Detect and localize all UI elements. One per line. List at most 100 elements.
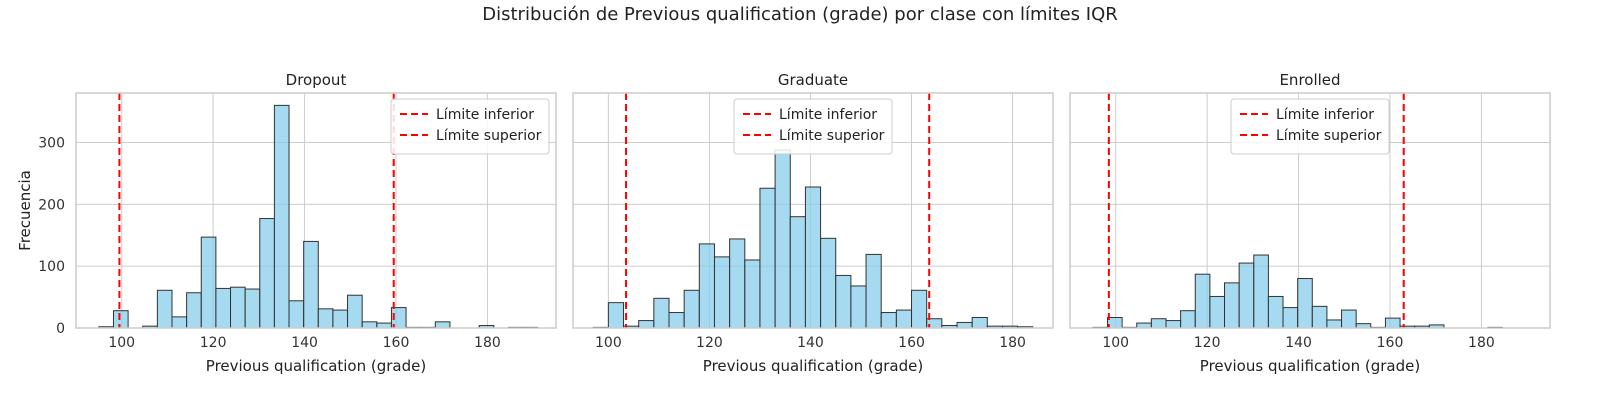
x-tick-label: 100 bbox=[595, 335, 622, 351]
histogram-bar bbox=[698, 243, 715, 329]
histogram-bar bbox=[607, 302, 625, 329]
figure-title: Distribución de Previous qualification (… bbox=[482, 4, 1118, 25]
histogram-bar bbox=[244, 288, 261, 329]
histogram-bar bbox=[956, 321, 973, 329]
x-tick-label: 160 bbox=[383, 335, 410, 351]
histogram-bar bbox=[230, 286, 246, 329]
histogram-bar bbox=[729, 238, 746, 329]
subplot-title: Graduate bbox=[778, 71, 848, 89]
x-tick-label: 140 bbox=[797, 335, 824, 351]
legend-label: Límite inferior bbox=[779, 107, 877, 123]
legend-box bbox=[1230, 98, 1390, 155]
x-tick-label: 180 bbox=[474, 335, 501, 351]
histogram-bar bbox=[759, 187, 776, 329]
histogram-bar bbox=[434, 321, 451, 329]
histogram-bar bbox=[332, 309, 349, 329]
histogram-bar bbox=[880, 312, 897, 329]
y-tick-label: 0 bbox=[56, 321, 65, 337]
histogram-bar bbox=[653, 297, 670, 329]
x-tick-label: 100 bbox=[108, 335, 135, 351]
histogram-bar bbox=[1341, 309, 1357, 329]
histogram-bar bbox=[1150, 318, 1167, 329]
x-tick-label: 160 bbox=[1377, 335, 1404, 351]
histogram-bar bbox=[186, 292, 202, 329]
histogram-bar bbox=[1238, 262, 1255, 329]
axes-frame bbox=[75, 92, 557, 329]
histogram-bar bbox=[895, 309, 913, 329]
x-tick-label: 120 bbox=[1194, 335, 1221, 351]
legend-label: Límite superior bbox=[436, 128, 542, 144]
axes-frame bbox=[572, 92, 1054, 329]
histogram-bar bbox=[259, 218, 275, 329]
subplot-title: Enrolled bbox=[1279, 71, 1340, 89]
legend-box bbox=[733, 98, 893, 155]
histogram-bar bbox=[1224, 282, 1240, 329]
histogram-bar bbox=[1209, 295, 1226, 329]
histogram-bar bbox=[774, 149, 791, 329]
legend-label: Límite superior bbox=[779, 128, 885, 144]
x-tick-label: 140 bbox=[1285, 335, 1312, 351]
x-tick-label: 140 bbox=[291, 335, 318, 351]
histogram-bar bbox=[865, 253, 882, 329]
histogram-bar bbox=[1165, 320, 1182, 329]
histogram-bar bbox=[971, 316, 988, 329]
x-axis-label: Previous qualification (grade) bbox=[703, 357, 923, 375]
histogram-bar bbox=[317, 308, 334, 329]
histogram-bar bbox=[1180, 310, 1196, 329]
x-tick-label: 160 bbox=[898, 335, 925, 351]
x-tick-label: 120 bbox=[696, 335, 723, 351]
histogram-bar bbox=[1326, 319, 1343, 329]
legend-label: Límite inferior bbox=[436, 107, 534, 123]
x-tick-label: 120 bbox=[200, 335, 227, 351]
histogram-bar bbox=[215, 287, 232, 329]
histogram-bar bbox=[1267, 295, 1284, 329]
histogram-bar bbox=[112, 310, 129, 329]
histogram-bar bbox=[1194, 273, 1211, 329]
histogram-bar bbox=[303, 240, 319, 329]
histogram-bar bbox=[683, 289, 700, 329]
y-tick-label: 100 bbox=[38, 259, 65, 275]
x-tick-label: 100 bbox=[1102, 335, 1129, 351]
legend-box bbox=[390, 98, 550, 155]
legend: Límite inferior Límite superior bbox=[733, 98, 893, 155]
legend-label: Límite inferior bbox=[1276, 107, 1374, 123]
legend-label: Límite superior bbox=[1276, 128, 1382, 144]
histogram-bar bbox=[361, 321, 378, 329]
histogram-bar bbox=[1282, 307, 1299, 329]
histogram-bar bbox=[1311, 305, 1328, 329]
histogram-bar bbox=[1384, 317, 1401, 329]
histogram-bar bbox=[638, 320, 655, 329]
x-axis-label: Previous qualification (grade) bbox=[206, 357, 426, 375]
y-tick-label: 200 bbox=[38, 197, 65, 213]
histogram-bar bbox=[171, 316, 188, 329]
y-tick-label: 300 bbox=[38, 135, 65, 151]
histogram-bar bbox=[1297, 278, 1313, 329]
axes-frame bbox=[1069, 92, 1551, 329]
legend: Límite inferior Límite superior bbox=[390, 98, 550, 155]
subplot-graduate: 100 120 140 160 180 Graduate Previous qualific… bbox=[572, 71, 1054, 375]
histogram-bar bbox=[713, 256, 731, 329]
y-axis-label: Frecuencia bbox=[16, 170, 34, 251]
legend: Límite inferior Límite superior bbox=[1230, 98, 1390, 155]
subplot-enrolled: 100 120 140 160 180 Enrolled Previous qualific… bbox=[1069, 71, 1551, 375]
histogram-bar bbox=[835, 274, 852, 329]
subplot-title: Dropout bbox=[286, 71, 347, 89]
histogram-bar bbox=[200, 236, 217, 329]
histogram-bar bbox=[1253, 254, 1269, 329]
histogram-bar bbox=[156, 289, 173, 329]
x-tick-label: 180 bbox=[1468, 335, 1495, 351]
histogram-bar bbox=[804, 186, 822, 329]
histogram-bar bbox=[820, 237, 837, 329]
histogram-bar bbox=[911, 289, 928, 329]
histogram-bar bbox=[789, 216, 806, 329]
subplot-dropout: 100 120 140 160 180 0 100 200 300 Dropout Previous… bbox=[16, 71, 557, 375]
histogram-bar bbox=[288, 300, 305, 329]
histogram-bar bbox=[668, 312, 685, 329]
x-axis-label: Previous qualification (grade) bbox=[1200, 357, 1420, 375]
histogram-bar bbox=[347, 294, 363, 329]
x-tick-label: 180 bbox=[999, 335, 1026, 351]
histogram-bar bbox=[850, 285, 867, 329]
histogram-bar bbox=[273, 104, 290, 329]
